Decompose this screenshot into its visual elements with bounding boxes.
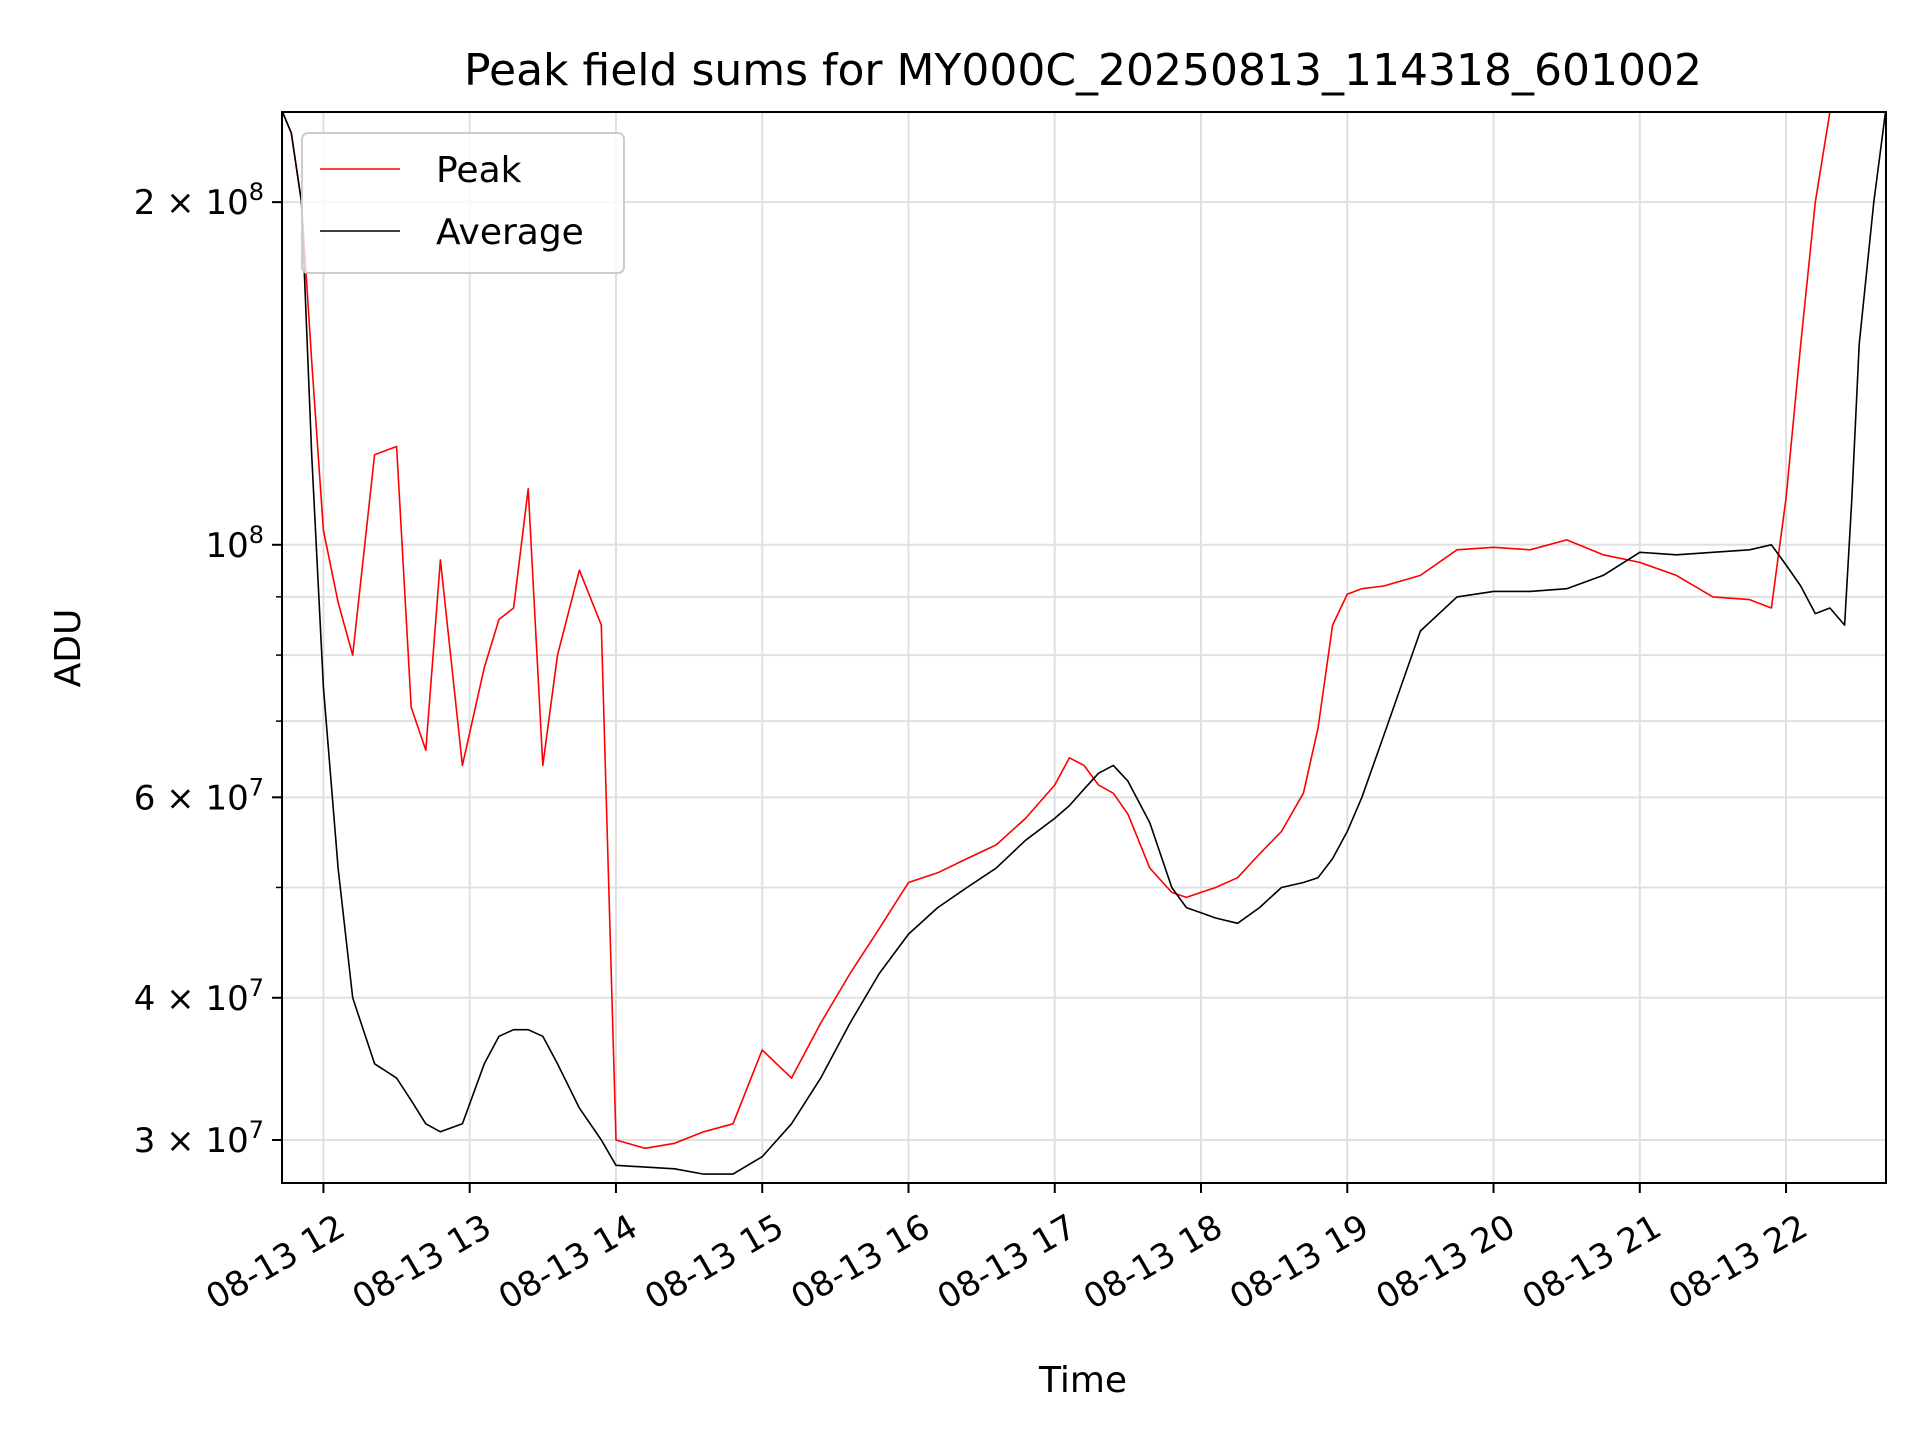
svg-text:108: 108 (205, 521, 264, 566)
grid-layer (282, 112, 1886, 1183)
svg-text:6 × 107: 6 × 107 (134, 773, 264, 818)
x-tick-label: 08-13 14 (492, 1207, 644, 1318)
x-tick-label: 08-13 21 (1516, 1207, 1668, 1318)
y-tick-label: 3 × 107 (134, 1116, 264, 1161)
y-tick-label: 2 × 108 (134, 178, 264, 223)
series-layer (282, 112, 1886, 1175)
svg-text:3 × 107: 3 × 107 (134, 1116, 264, 1161)
x-tick-label: 08-13 22 (1662, 1207, 1814, 1318)
legend-label-peak: Peak (436, 150, 522, 191)
series-line-peak (282, 112, 1886, 1150)
plot-frame (281, 111, 1887, 1184)
legend-label-average: Average (436, 212, 584, 253)
x-tick-label: 08-13 15 (638, 1207, 790, 1318)
x-tick-label: 08-13 13 (346, 1207, 498, 1318)
y-tick-label: 108 (205, 521, 264, 566)
x-tick-label: 08-13 12 (199, 1207, 351, 1318)
svg-text:2 × 108: 2 × 108 (134, 178, 264, 223)
x-tick-label: 08-13 17 (931, 1207, 1083, 1318)
y-tick-label: 6 × 107 (134, 773, 264, 818)
y-tick-label: 4 × 107 (134, 974, 264, 1019)
chart-title: Peak field sums for MY000C_20250813_1143… (464, 45, 1702, 96)
x-tick-label: 08-13 20 (1370, 1207, 1522, 1318)
y-axis-label: ADU (48, 609, 89, 688)
x-axis-label: Time (1038, 1360, 1127, 1401)
x-tick-label: 08-13 18 (1077, 1207, 1229, 1318)
x-tick-label: 08-13 16 (784, 1207, 936, 1318)
svg-text:4 × 107: 4 × 107 (134, 974, 264, 1019)
legend-box (301, 132, 625, 274)
legend: Peak Average (301, 132, 625, 274)
series-line-average (282, 112, 1886, 1175)
x-tick-label: 08-13 19 (1223, 1207, 1375, 1318)
